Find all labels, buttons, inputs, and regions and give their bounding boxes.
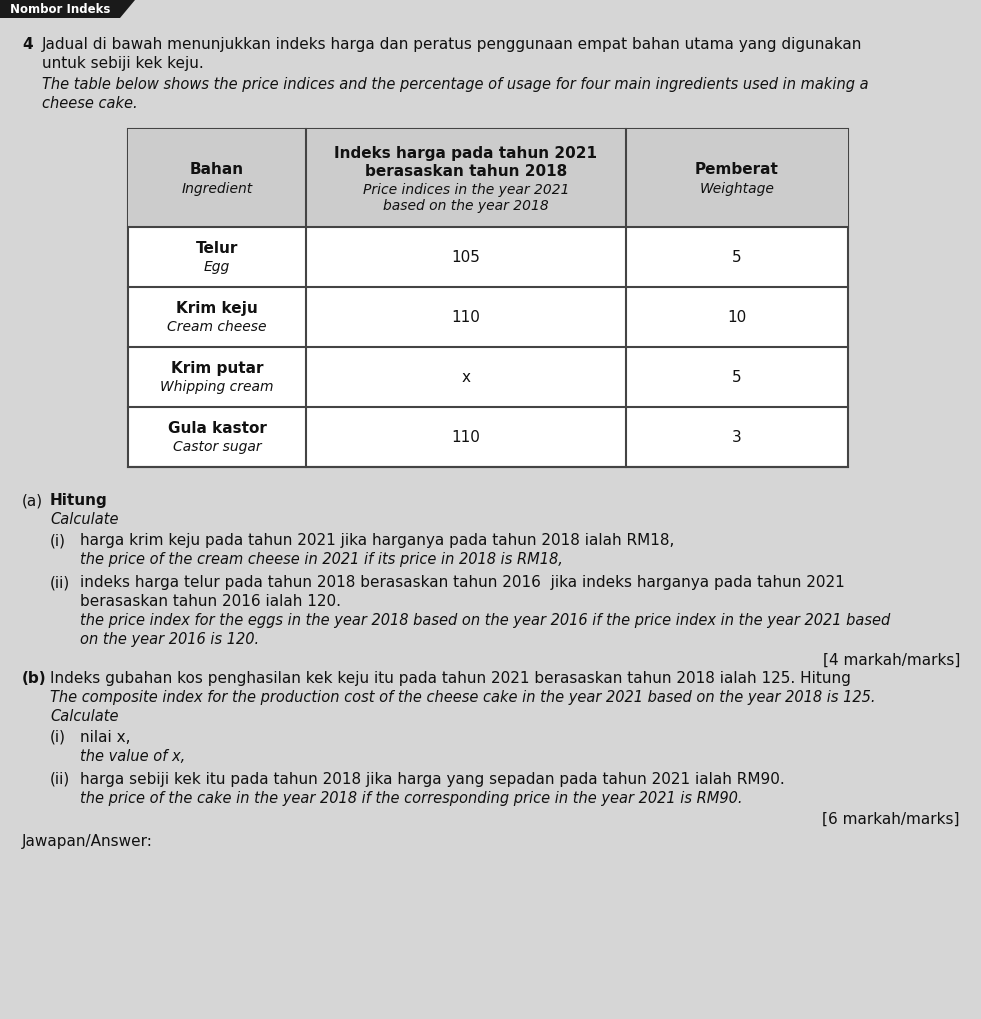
Bar <box>128 129 848 227</box>
Text: (i): (i) <box>50 533 66 548</box>
Text: on the year 2016 is 120.: on the year 2016 is 120. <box>80 632 259 647</box>
Text: 105: 105 <box>451 250 481 265</box>
Text: the price of the cream cheese in 2021 if its price in 2018 is RM18,: the price of the cream cheese in 2021 if… <box>80 552 563 567</box>
Text: [4 markah/marks]: [4 markah/marks] <box>823 653 960 668</box>
Text: 3: 3 <box>732 429 742 444</box>
Text: the value of x,: the value of x, <box>80 749 185 764</box>
Text: Pemberat: Pemberat <box>696 161 779 176</box>
Text: based on the year 2018: based on the year 2018 <box>384 199 549 213</box>
Text: Ingredient: Ingredient <box>181 182 253 196</box>
Text: harga krim keju pada tahun 2021 jika harganya pada tahun 2018 ialah RM18,: harga krim keju pada tahun 2021 jika har… <box>80 533 674 548</box>
Text: (a): (a) <box>22 493 43 508</box>
Text: Whipping cream: Whipping cream <box>160 380 274 394</box>
Text: 10: 10 <box>727 310 747 324</box>
Text: cheese cake.: cheese cake. <box>42 96 137 111</box>
Text: Krim keju: Krim keju <box>177 301 258 316</box>
Text: 5: 5 <box>732 370 742 384</box>
Text: Cream cheese: Cream cheese <box>167 320 267 334</box>
Text: 5: 5 <box>732 250 742 265</box>
Text: nilai x,: nilai x, <box>80 730 130 745</box>
Text: indeks harga telur pada tahun 2018 berasaskan tahun 2016  jika indeks harganya p: indeks harga telur pada tahun 2018 beras… <box>80 575 845 590</box>
Text: (ii): (ii) <box>50 772 71 787</box>
Text: [6 markah/marks]: [6 markah/marks] <box>822 812 960 827</box>
Text: Hitung: Hitung <box>50 493 108 508</box>
Text: the price index for the eggs in the year 2018 based on the year 2016 if the pric: the price index for the eggs in the year… <box>80 613 890 628</box>
Text: Price indices in the year 2021: Price indices in the year 2021 <box>363 183 569 197</box>
Text: Indeks gubahan kos penghasilan kek keju itu pada tahun 2021 berasaskan tahun 201: Indeks gubahan kos penghasilan kek keju … <box>50 671 851 686</box>
Text: berasaskan tahun 2016 ialah 120.: berasaskan tahun 2016 ialah 120. <box>80 594 341 609</box>
Text: Bahan: Bahan <box>190 161 244 176</box>
Text: berasaskan tahun 2018: berasaskan tahun 2018 <box>365 163 567 178</box>
Text: Castor sugar: Castor sugar <box>173 440 261 454</box>
Text: Jawapan/Answer:: Jawapan/Answer: <box>22 834 153 849</box>
Text: (ii): (ii) <box>50 575 71 590</box>
Text: Egg: Egg <box>204 260 231 274</box>
Text: 4: 4 <box>22 37 32 52</box>
Text: Telur: Telur <box>196 240 238 256</box>
Text: Indeks harga pada tahun 2021: Indeks harga pada tahun 2021 <box>335 146 597 161</box>
Text: the price of the cake in the year 2018 if the corresponding price in the year 20: the price of the cake in the year 2018 i… <box>80 791 743 806</box>
Text: Jadual di bawah menunjukkan indeks harga dan peratus penggunaan empat bahan utam: Jadual di bawah menunjukkan indeks harga… <box>42 37 862 52</box>
Text: Nombor Indeks: Nombor Indeks <box>10 2 110 15</box>
Text: untuk sebiji kek keju.: untuk sebiji kek keju. <box>42 56 204 71</box>
Text: The table below shows the price indices and the percentage of usage for four mai: The table below shows the price indices … <box>42 77 868 92</box>
Text: x: x <box>461 370 471 384</box>
Text: (i): (i) <box>50 730 66 745</box>
Text: (b): (b) <box>22 671 47 686</box>
Text: Weightage: Weightage <box>699 182 774 196</box>
Text: harga sebiji kek itu pada tahun 2018 jika harga yang sepadan pada tahun 2021 ial: harga sebiji kek itu pada tahun 2018 jik… <box>80 772 785 787</box>
Text: Krim putar: Krim putar <box>171 361 263 375</box>
Text: Gula kastor: Gula kastor <box>168 421 267 435</box>
Text: The composite index for the production cost of the cheese cake in the year 2021 : The composite index for the production c… <box>50 690 875 705</box>
Text: Calculate: Calculate <box>50 709 119 725</box>
Text: 110: 110 <box>451 429 481 444</box>
Bar <box>128 129 848 467</box>
Text: 110: 110 <box>451 310 481 324</box>
Polygon shape <box>0 0 135 18</box>
Text: Calculate: Calculate <box>50 512 119 527</box>
